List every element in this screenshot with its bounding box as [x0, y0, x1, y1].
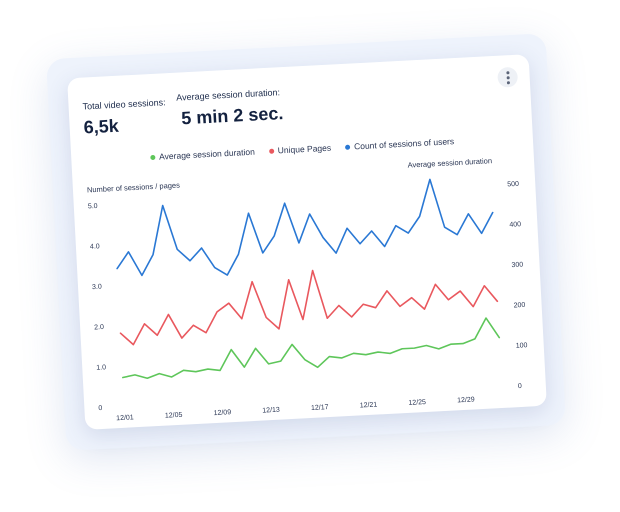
series-line	[119, 269, 499, 346]
series-line	[116, 178, 494, 277]
x-tick-label: 12/21	[360, 402, 378, 410]
x-tick-label: 12/09	[213, 409, 231, 417]
analytics-card: Total video sessions: 6,5k Average sessi…	[67, 54, 547, 430]
y2-tick-label: 100	[516, 342, 528, 350]
y2-tick-label: 200	[513, 302, 525, 310]
series-line	[122, 317, 501, 380]
y2-tick-label: 500	[507, 181, 519, 189]
y-tick-label: 1.0	[96, 364, 106, 372]
y2-tick-label: 0	[518, 383, 522, 390]
y-tick-label: 5.0	[88, 203, 98, 211]
x-tick-label: 12/01	[116, 414, 134, 422]
y2-tick-label: 400	[509, 221, 521, 229]
x-tick-label: 12/05	[165, 412, 183, 420]
y-tick-label: 2.0	[94, 324, 104, 332]
y2-tick-label: 300	[511, 262, 523, 270]
y-tick-label: 4.0	[90, 243, 100, 251]
x-tick-label: 12/25	[408, 399, 426, 407]
y-tick-label: 0	[98, 405, 102, 412]
y-tick-label: 3.0	[92, 284, 102, 292]
x-tick-label: 12/29	[457, 396, 475, 404]
line-chart: 0 1.0 2.0 3.0 4.0 5.0 0 100 200 300 400 500 12/01 12/…	[88, 178, 528, 422]
x-tick-label: 12/13	[262, 407, 280, 415]
x-tick-label: 12/17	[311, 404, 329, 412]
